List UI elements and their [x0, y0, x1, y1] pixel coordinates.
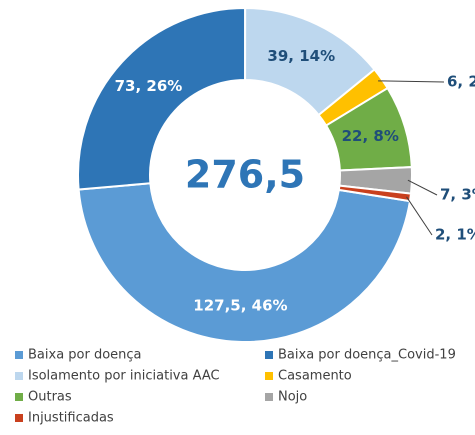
leader-line [407, 179, 438, 196]
legend-label: Nojo [278, 390, 307, 405]
data-label: 2, 1% [435, 226, 475, 244]
donut-slice [77, 7, 247, 191]
center-label: 276,5 [185, 153, 305, 197]
data-label: 7, 3% [440, 186, 475, 204]
data-label: 127,5, 46% [193, 296, 287, 314]
donut-slice [77, 182, 412, 343]
legend-swatch [15, 351, 23, 359]
legend-label: Baixa por doença [28, 348, 142, 363]
leader-line [378, 80, 445, 83]
legend-swatch [265, 351, 273, 359]
data-label: 22, 8% [342, 127, 399, 145]
donut-slice [337, 184, 413, 203]
leader-line [406, 196, 433, 236]
legend-swatch [15, 393, 23, 401]
legend-label: Outras [28, 390, 72, 405]
legend-label: Casamento [278, 369, 352, 384]
legend-label: Injustificadas [28, 411, 114, 426]
legend-swatch [265, 393, 273, 401]
legend-swatch [15, 372, 23, 380]
legend-label: Baixa por doença_Covid-19 [278, 348, 456, 363]
data-label: 6, 2% [447, 73, 475, 91]
legend-swatch [15, 414, 23, 422]
legend-swatch [265, 372, 273, 380]
data-label: 39, 14% [267, 47, 335, 65]
data-label: 73, 26% [115, 77, 183, 95]
legend-label: Isolamento por iniciativa AAC [28, 369, 220, 384]
